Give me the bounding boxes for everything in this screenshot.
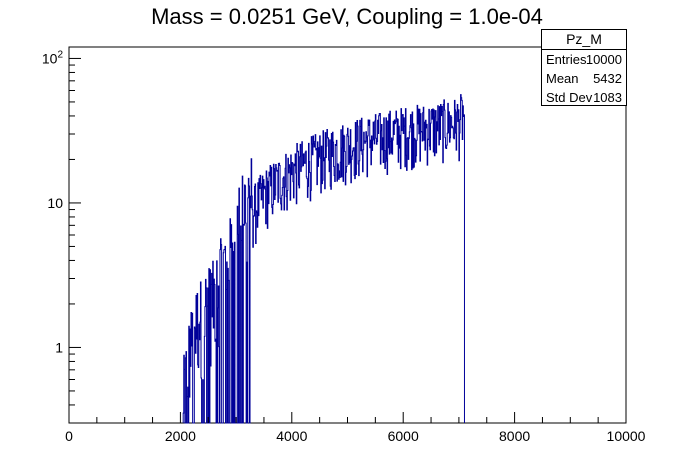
y-axis: 1 10 102 — [42, 49, 81, 424]
x-tick-label: 0 — [65, 428, 73, 444]
stats-title: Pz_M — [542, 30, 626, 50]
stats-label: Mean — [546, 71, 579, 86]
y-tick-label: 1 — [55, 339, 63, 355]
stats-box: Pz_M Entries 10000 Mean 5432 Std Dev 108… — [541, 29, 627, 106]
x-tick-label: 8000 — [499, 428, 530, 444]
histogram-line — [182, 94, 465, 424]
stats-label: Entries — [546, 52, 587, 67]
x-tick-label: 4000 — [276, 428, 307, 444]
x-tick-label: 10000 — [607, 428, 646, 444]
x-axis: 0 2000 4000 6000 8000 10000 — [65, 412, 646, 444]
stats-row-mean: Mean 5432 — [546, 69, 622, 88]
x-tick-label: 2000 — [165, 428, 196, 444]
stats-label: Std Dev — [546, 90, 593, 105]
stats-value: 5432 — [593, 71, 622, 86]
stats-value: 1083 — [593, 90, 622, 105]
stats-row-entries: Entries 10000 — [546, 50, 622, 69]
histogram-bars — [182, 94, 465, 424]
y-tick-label: 10 — [47, 195, 63, 211]
stats-row-stddev: Std Dev 1083 — [546, 88, 622, 107]
stats-value: 10000 — [585, 52, 622, 67]
x-tick-label: 6000 — [388, 428, 419, 444]
chart-title: Mass = 0.0251 GeV, Coupling = 1.0e-04 — [151, 4, 543, 29]
y-tick-label: 102 — [42, 49, 64, 66]
